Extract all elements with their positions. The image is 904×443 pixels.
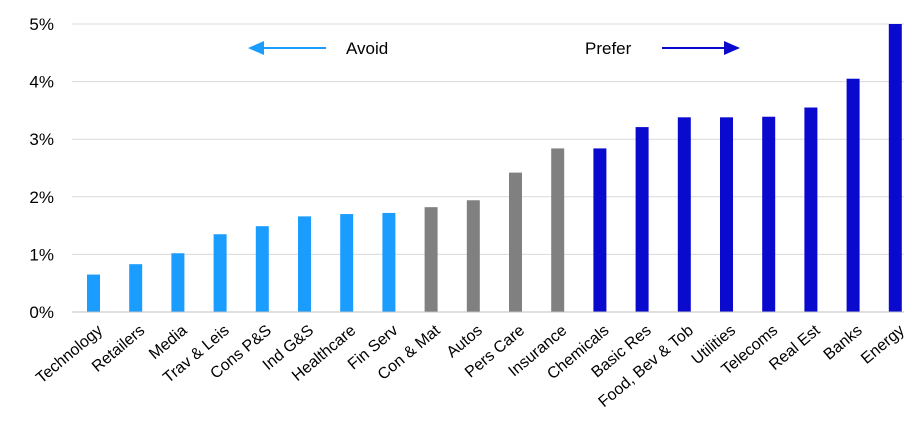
y-tick-label: 4%	[29, 73, 54, 92]
bar	[720, 117, 733, 312]
avoid-arrow-head-icon	[248, 41, 264, 55]
bar	[340, 214, 354, 312]
bar	[424, 207, 438, 312]
bar	[677, 117, 691, 312]
bars	[87, 24, 902, 313]
prefer-annotation: Prefer	[585, 39, 740, 58]
y-tick-label: 0%	[29, 303, 54, 322]
bar	[382, 212, 396, 312]
bar	[171, 253, 185, 312]
bar	[129, 264, 143, 312]
gridlines	[72, 23, 904, 255]
bar	[888, 24, 902, 312]
bar	[87, 274, 100, 312]
bar	[551, 148, 565, 312]
prefer-arrow-head-icon	[724, 41, 740, 55]
y-tick-label: 2%	[29, 188, 54, 207]
bar	[213, 234, 227, 312]
y-tick-label: 1%	[29, 245, 54, 264]
bar	[846, 78, 860, 312]
bar	[509, 172, 522, 312]
bar	[255, 226, 269, 312]
y-tick-label: 3%	[29, 130, 54, 149]
bar	[635, 127, 649, 312]
bar	[762, 116, 776, 313]
y-tick-label: 5%	[29, 15, 54, 34]
bar	[593, 148, 607, 312]
avoid-label: Avoid	[346, 39, 388, 58]
x-tick-label: Banks	[821, 322, 866, 364]
y-axis-tick-labels: 0% 1% 2% 3% 4% 5%	[29, 15, 54, 322]
bar	[466, 200, 480, 312]
avoid-annotation: Avoid	[248, 39, 388, 58]
x-tick-label: Energy	[858, 322, 904, 368]
bar	[804, 107, 818, 313]
bar	[298, 216, 311, 312]
prefer-label: Prefer	[585, 39, 632, 58]
x-tick-label: Technology	[33, 322, 106, 387]
